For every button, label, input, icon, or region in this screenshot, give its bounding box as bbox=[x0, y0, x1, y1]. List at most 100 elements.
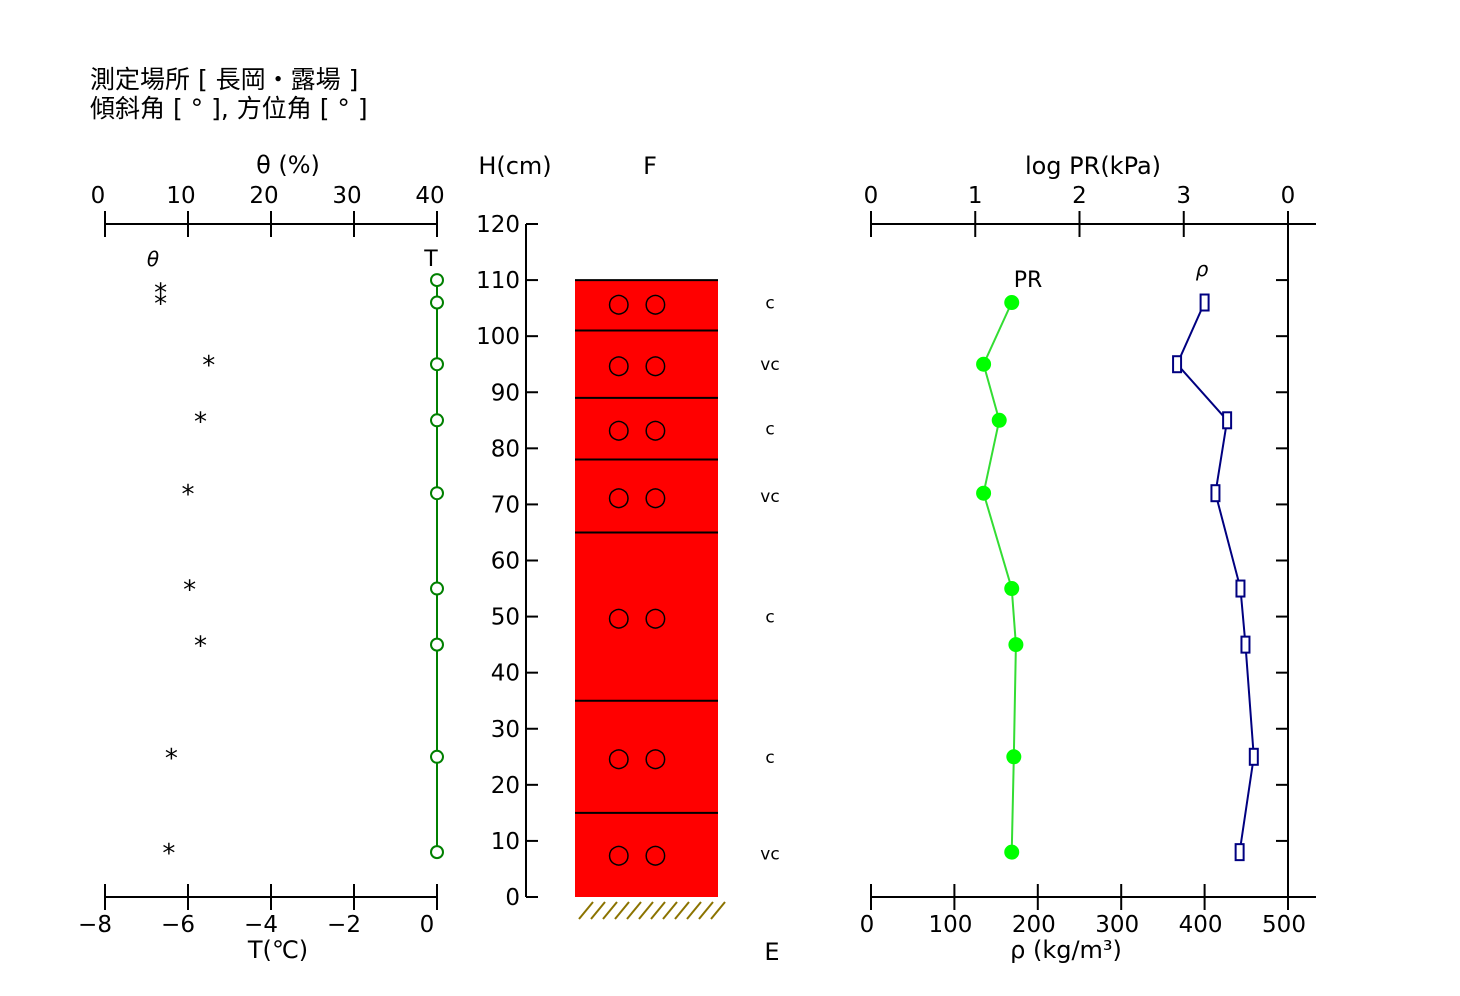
temperature-point bbox=[430, 273, 444, 288]
ground-hatch-line bbox=[698, 901, 714, 920]
theta-point: * bbox=[202, 351, 215, 381]
temperature-axis: −8 −6 −4 −2 0 bbox=[78, 884, 438, 938]
snow-layers: ○○ c ○○ vc ○○ c ○○ vc ○○ c ○○ c ○○ vc bbox=[575, 279, 780, 897]
height-tick-label: 10 bbox=[491, 829, 520, 855]
height-axis-label: H(cm) bbox=[478, 152, 551, 180]
temperature-point bbox=[430, 845, 444, 860]
grain-shape-symbol: ○○ bbox=[607, 603, 680, 633]
grain-size-label: c bbox=[765, 294, 774, 314]
temperature-tick-label: 0 bbox=[420, 912, 435, 938]
site-title: 測定場所 [ 長岡・露場 ] bbox=[90, 65, 359, 94]
log-pr-tick-label: 0 bbox=[1281, 183, 1296, 209]
theta-point: * bbox=[194, 632, 207, 662]
grain-shape-symbol: ○○ bbox=[607, 482, 680, 512]
temperature-tick-label: −2 bbox=[327, 912, 361, 938]
height-tick-label: 20 bbox=[491, 773, 520, 799]
height-tick-label: 30 bbox=[491, 717, 520, 743]
height-tick-label: 60 bbox=[491, 549, 520, 575]
ground-hatch bbox=[578, 901, 726, 920]
log-pr-axis-label: log PR(kPa) bbox=[1025, 152, 1161, 180]
water-content-tick-label: 20 bbox=[249, 183, 278, 209]
pr-point bbox=[976, 356, 992, 372]
grain-shape-symbol: ○○ bbox=[607, 743, 680, 773]
pr-series-label: PR bbox=[1014, 268, 1043, 293]
ground-hatch-line bbox=[662, 901, 678, 920]
grain-size-label: vc bbox=[760, 844, 779, 864]
water-content-tick-label: 10 bbox=[166, 183, 195, 209]
snow-layer bbox=[575, 280, 718, 331]
ground-hatch-line bbox=[590, 901, 606, 920]
theta-point: * bbox=[194, 407, 207, 437]
height-tick-label: 40 bbox=[491, 661, 520, 687]
snow-layer bbox=[575, 330, 718, 398]
grain-size-column-label: E bbox=[764, 938, 779, 966]
density-point bbox=[1210, 484, 1221, 503]
density-point bbox=[1240, 635, 1251, 654]
ground-hatch-line bbox=[710, 901, 726, 920]
ground-hatch-line bbox=[638, 901, 654, 920]
temperature-tick-label: −6 bbox=[161, 912, 195, 938]
grain-shape-symbol: ○○ bbox=[607, 289, 680, 319]
grain-size-label: c bbox=[765, 420, 774, 440]
right-height-ticks bbox=[1276, 223, 1289, 898]
height-tick-label: 70 bbox=[491, 492, 520, 518]
pr-point bbox=[991, 412, 1007, 428]
water-content-tick-label: 30 bbox=[332, 183, 361, 209]
snow-layer bbox=[575, 397, 718, 460]
pr-line bbox=[982, 302, 1017, 853]
ground-hatch-line bbox=[626, 901, 642, 920]
density-axis: 0 100 200 300 400 500 bbox=[860, 884, 1316, 938]
height-tick-label: 100 bbox=[476, 324, 520, 350]
log-pr-tick-label: 0 bbox=[864, 183, 879, 209]
ground-hatch-line bbox=[686, 901, 702, 920]
pr-point bbox=[1006, 749, 1022, 765]
pr-point bbox=[1008, 637, 1024, 653]
density-axis-label: ρ (kg/m³) bbox=[1010, 936, 1122, 964]
log-pr-tick-label: 3 bbox=[1176, 183, 1191, 209]
water-content-tick-label: 0 bbox=[91, 183, 106, 209]
density-point bbox=[1234, 843, 1245, 862]
water-content-axis-label: θ (%) bbox=[256, 151, 320, 179]
temperature-tick-label: −4 bbox=[244, 912, 278, 938]
snow-layer bbox=[575, 700, 718, 813]
ground-hatch-line bbox=[602, 901, 618, 920]
pr-point bbox=[1004, 295, 1020, 311]
grain-size-label: c bbox=[765, 608, 774, 628]
log-pr-tick-label: 2 bbox=[1072, 183, 1087, 209]
theta-point: * bbox=[165, 744, 178, 774]
height-tick-label: 110 bbox=[476, 268, 520, 294]
temperature-axis-label: T(℃) bbox=[247, 936, 308, 964]
density-tick-label: 0 bbox=[860, 912, 875, 938]
theta-series-label: θ bbox=[147, 247, 159, 271]
theta-point: * bbox=[154, 278, 167, 308]
height-tick-label: 120 bbox=[476, 212, 520, 238]
height-tick-label: 0 bbox=[505, 885, 520, 911]
snow-stratigraphy-panel: H(cm) F E 0 10 20 30 40 50 60 70 80 90 100 110 120 ○… bbox=[476, 152, 780, 966]
temperature-point bbox=[430, 749, 444, 764]
temperature-point bbox=[430, 581, 444, 596]
slope-aspect-label: 傾斜角 [ ° ], 方位角 [ ° ] bbox=[90, 94, 368, 123]
density-point bbox=[1248, 747, 1259, 766]
temperature-point bbox=[430, 486, 444, 501]
height-tick-label: 90 bbox=[491, 380, 520, 406]
temperature-point bbox=[430, 295, 444, 310]
grain-size-label: vc bbox=[760, 355, 779, 375]
log-pr-axis: 0 1 2 3 0 bbox=[864, 183, 1316, 237]
log-pr-tick-label: 1 bbox=[968, 183, 983, 209]
pr-point bbox=[976, 485, 992, 501]
density-tick-label: 200 bbox=[1012, 912, 1056, 938]
density-tick-label: 100 bbox=[928, 912, 972, 938]
density-point bbox=[1172, 355, 1183, 374]
grain-shape-symbol: ○○ bbox=[607, 839, 680, 869]
density-series-label: ρ bbox=[1196, 257, 1209, 281]
theta-point: * bbox=[182, 480, 195, 510]
snow-layer bbox=[575, 812, 718, 897]
pr-density-series: PR ρ bbox=[976, 257, 1259, 862]
ground-hatch-line bbox=[578, 901, 594, 920]
height-tick-label: 80 bbox=[491, 436, 520, 462]
hardness-column-label: F bbox=[643, 152, 657, 180]
temperature-tick-label: −8 bbox=[78, 912, 112, 938]
pr-point bbox=[1004, 844, 1020, 860]
density-point bbox=[1235, 579, 1246, 598]
